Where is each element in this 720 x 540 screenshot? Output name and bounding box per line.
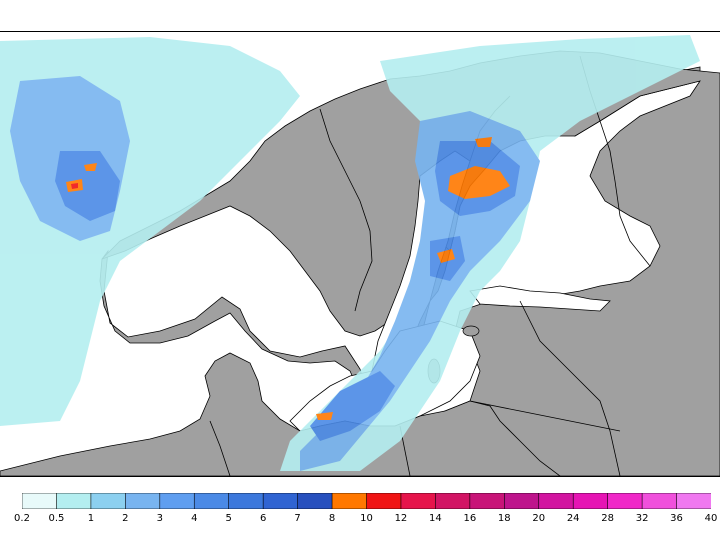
colorbar-tick-label: 5: [225, 513, 232, 524]
precip-core-orange-5: [84, 163, 97, 171]
colorbar-tick-label: 0.2: [14, 513, 30, 524]
colorbar-tick-label: 8: [328, 513, 336, 524]
colorbar-tick-label: 16: [463, 513, 477, 524]
precip-core-orange-1: [448, 166, 510, 199]
colorbar-tick-label: 40: [704, 513, 718, 524]
colorbar-swatch: [435, 493, 471, 509]
colorbar-tick-label: 18: [497, 513, 511, 524]
colorbar-tick-label: 12: [394, 513, 408, 524]
border-baltic-russia: [519, 300, 621, 476]
border-germany-netherlands: [209, 420, 231, 476]
colorbar-tick-label: 2: [122, 513, 129, 524]
colorbar-swatch: [22, 493, 58, 509]
colorbar-tick-label: 28: [601, 513, 615, 524]
colorbar-swatch: [400, 493, 437, 509]
precipitation-colorbar: [22, 493, 711, 509]
colorbar-swatch: [90, 493, 127, 509]
precip-core-orange-2: [475, 137, 492, 147]
precip-area-dark-south: [310, 371, 395, 441]
colorbar-swatch: [572, 493, 609, 509]
colorbar-swatch: [56, 493, 92, 509]
border-norway-sweden: [319, 108, 373, 312]
precipitation-map: [0, 31, 720, 477]
colorbar-swatch: [125, 493, 161, 509]
colorbar-swatch: [228, 493, 264, 509]
colorbar-tick-label: 10: [360, 513, 373, 524]
precip-core-orange-3: [437, 249, 455, 263]
colorbar-tick-label: 1: [87, 513, 95, 524]
saaremaa-island: [462, 325, 480, 337]
precip-core-orange-4: [316, 412, 333, 420]
colorbar-swatch: [331, 493, 368, 509]
colorbar-tick-label: 0.5: [48, 513, 65, 524]
colorbar-tick-label: 32: [635, 513, 649, 524]
precip-area-dark-west: [55, 151, 120, 221]
map-canvas: [0, 32, 720, 476]
colorbar-tick-label: 3: [156, 513, 163, 524]
colorbar-swatch: [297, 493, 333, 509]
colorbar-swatch: [538, 493, 575, 509]
colorbar-tick-label: 6: [259, 513, 267, 524]
colorbar-swatch: [193, 493, 230, 509]
colorbar-swatch: [262, 493, 299, 509]
border-poland-lithuania: [469, 400, 621, 432]
colorbar-tick-label: 20: [532, 513, 546, 524]
colorbar-tick-label: 14: [429, 513, 442, 524]
precipitation-layer: [0, 35, 700, 471]
colorbar-swatches: [22, 493, 711, 509]
precip-core-red: [71, 183, 78, 189]
country-borders: [209, 55, 651, 476]
colorbar-swatch: [676, 493, 711, 509]
colorbar-swatch: [607, 493, 643, 509]
colorbar-tick-label: 4: [191, 513, 198, 524]
colorbar-swatch: [503, 493, 540, 509]
gulf-of-finland: [469, 285, 611, 312]
colorbar-tick-label: 36: [670, 513, 683, 524]
colorbar-swatch: [159, 493, 196, 509]
colorbar-swatch: [366, 493, 402, 509]
colorbar-swatch: [469, 493, 506, 509]
colorbar-tick-label: 24: [566, 513, 580, 524]
colorbar-tick-label: 7: [294, 513, 301, 524]
colorbar-swatch: [641, 493, 678, 509]
